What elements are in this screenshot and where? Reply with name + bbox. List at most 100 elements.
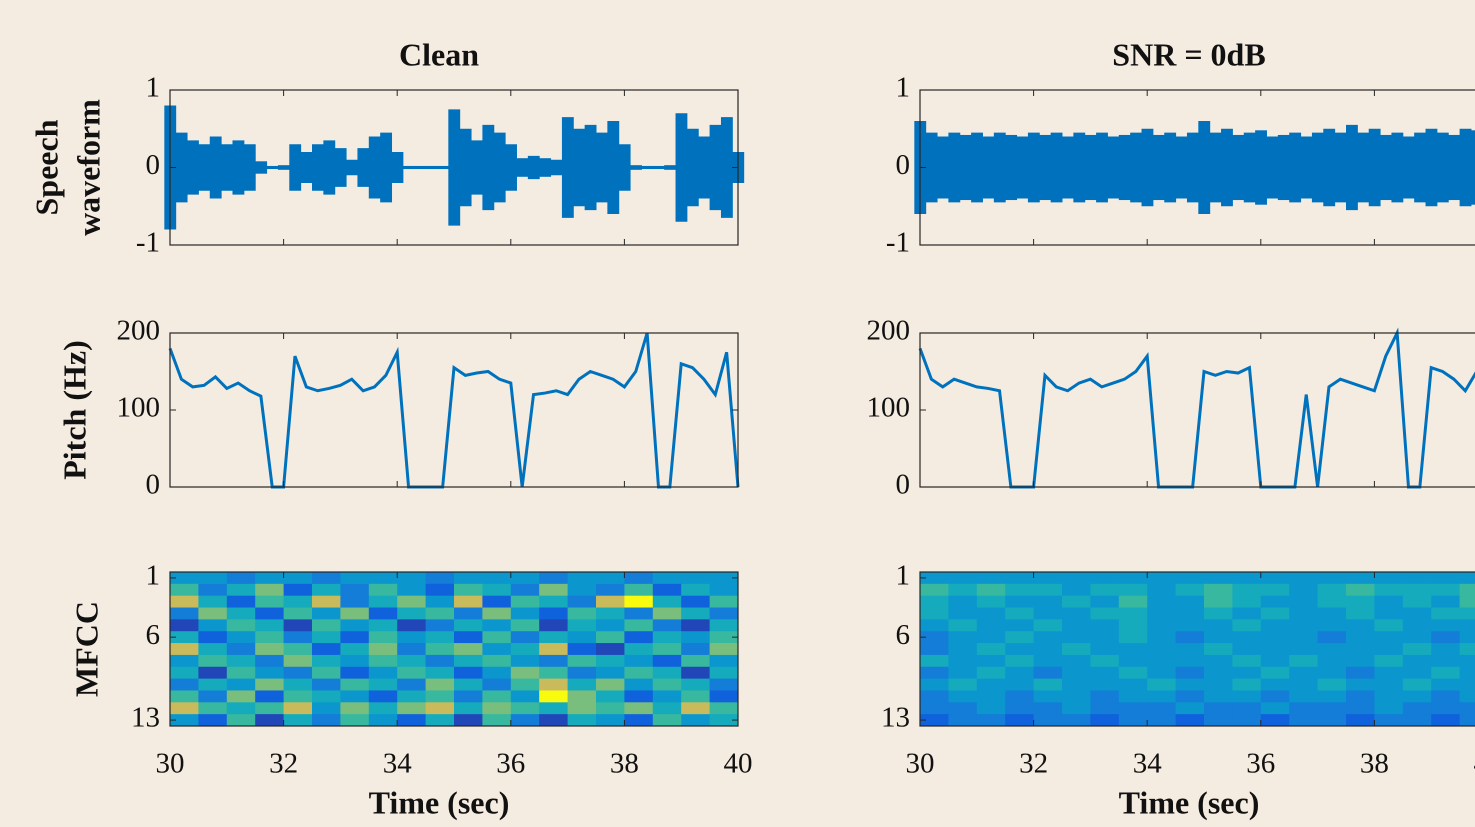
mfcc-cell — [539, 572, 569, 585]
mfcc-cell — [1346, 595, 1375, 609]
mfcc-cell — [1147, 583, 1177, 597]
mfcc-cell — [1346, 678, 1375, 691]
mfcc-cell — [1374, 631, 1404, 644]
mfcc-cell — [681, 666, 711, 680]
mfcc-cell — [1118, 643, 1148, 656]
mfcc-cell — [1033, 678, 1063, 691]
mfcc-cell — [482, 678, 512, 691]
waveform-segment — [539, 158, 552, 177]
mfcc-cell — [1118, 654, 1148, 668]
mfcc-cell — [482, 643, 512, 656]
mfcc-cell — [1147, 631, 1177, 644]
waveform-segment — [1346, 124, 1358, 211]
y-tick-label: 1 — [896, 72, 911, 104]
mfcc-cell — [1402, 690, 1432, 703]
mfcc-cell — [567, 643, 597, 656]
mfcc-cell — [1090, 619, 1120, 632]
mfcc-cell — [397, 619, 427, 632]
mfcc-cell — [1005, 631, 1035, 644]
mfcc-cell — [1459, 572, 1475, 585]
mfcc-cell — [1289, 643, 1319, 656]
mfcc-cell — [283, 643, 313, 656]
mfcc-cell — [624, 572, 654, 585]
y-tick-label: 200 — [117, 315, 161, 347]
mfcc-cell — [1317, 690, 1347, 703]
mfcc-cell — [198, 643, 228, 656]
mfcc-cell — [624, 666, 654, 680]
waveform-segment — [959, 134, 972, 201]
mfcc-cell — [170, 583, 199, 597]
mfcc-cell — [709, 619, 739, 632]
mfcc-cell — [709, 643, 739, 656]
mfcc-cell — [1459, 631, 1475, 644]
axes: 1 0 -1 Clean Speech waveform — [28, 36, 745, 259]
mfcc-cell — [368, 595, 398, 609]
mfcc-cell — [567, 572, 597, 585]
mfcc-cell — [1346, 702, 1375, 715]
mfcc-cell — [1204, 572, 1233, 585]
waveform-segment — [516, 158, 529, 177]
x-tick-label: 30 — [906, 748, 935, 780]
waveform-segment — [1425, 128, 1438, 207]
waveform-segment — [948, 132, 961, 203]
mfcc-cell — [397, 690, 427, 703]
mfcc-cell — [397, 631, 427, 644]
mfcc-cell — [709, 631, 739, 644]
mfcc-cell — [1289, 654, 1319, 668]
mfcc-cell — [1232, 595, 1262, 609]
mfcc-cell — [1289, 572, 1319, 585]
mfcc-cell — [255, 666, 285, 680]
mfcc-cell — [1062, 654, 1091, 668]
mfcc-cell — [198, 607, 228, 620]
mfcc-cell — [539, 678, 569, 691]
waveform-segment — [1050, 132, 1063, 203]
mfcc-cell — [340, 607, 370, 620]
waveform-segment — [493, 132, 506, 203]
mfcc-cell — [920, 631, 949, 644]
mfcc-cell — [1232, 666, 1262, 680]
x-axis-label: Time (sec) — [1119, 784, 1260, 820]
waveform-segment — [1016, 136, 1029, 199]
mfcc-cell — [283, 690, 313, 703]
mfcc-cell — [397, 714, 427, 727]
mfcc-cell — [1346, 631, 1375, 644]
mfcc-cell — [1005, 607, 1035, 620]
mfcc-cell — [255, 607, 285, 620]
mfcc-cell — [976, 595, 1006, 609]
mfcc-cell — [976, 714, 1006, 727]
mfcc-cell — [539, 702, 569, 715]
waveform-segment — [187, 140, 199, 195]
waveform-segment — [391, 152, 404, 183]
mfcc-cell — [170, 619, 199, 632]
mfcc-cell — [1459, 678, 1475, 691]
mfcc-cell — [948, 654, 978, 668]
mfcc-cell — [1204, 666, 1233, 680]
mfcc-cell — [226, 619, 256, 632]
mfcc-cell — [652, 690, 682, 703]
x-tick-label: 36 — [1246, 748, 1275, 780]
mfcc-cell — [425, 702, 455, 715]
mfcc-cell — [397, 702, 427, 715]
waveform-segment — [334, 148, 347, 187]
mfcc-cell — [1346, 583, 1375, 597]
mfcc-cell — [482, 654, 512, 668]
y-tick-label: 0 — [896, 149, 911, 181]
mfcc-cell — [170, 690, 199, 703]
mfcc-cell — [1090, 714, 1120, 727]
waveform-segment — [209, 136, 222, 199]
mfcc-cell — [312, 619, 341, 632]
mfcc-cell — [920, 595, 949, 609]
mfcc-cell — [1062, 702, 1091, 715]
mfcc-cell — [1062, 678, 1091, 691]
waveform-segment — [1289, 132, 1302, 203]
axes: 200 100 0 — [867, 315, 1475, 501]
mfcc-cell — [567, 631, 597, 644]
mfcc-cell — [709, 572, 739, 585]
mfcc-cell — [1175, 631, 1205, 644]
waveform-segment — [1107, 136, 1120, 199]
waveform-segment — [1175, 136, 1188, 199]
mfcc-cell — [976, 678, 1006, 691]
mfcc-cell — [1005, 666, 1035, 680]
waveform-segment — [1414, 132, 1427, 203]
mfcc-cell — [1033, 714, 1063, 727]
